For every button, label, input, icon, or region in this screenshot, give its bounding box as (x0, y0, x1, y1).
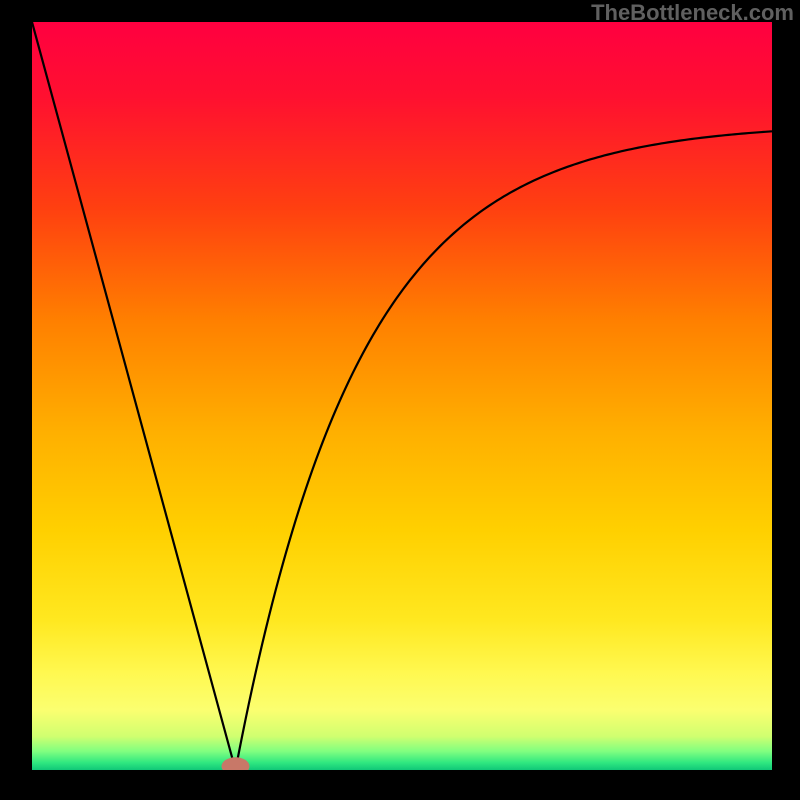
chart-svg (32, 22, 772, 770)
chart-root: TheBottleneck.com (0, 0, 800, 800)
gradient-background (32, 22, 772, 770)
plot-area (32, 22, 772, 770)
watermark-text: TheBottleneck.com (591, 0, 794, 26)
